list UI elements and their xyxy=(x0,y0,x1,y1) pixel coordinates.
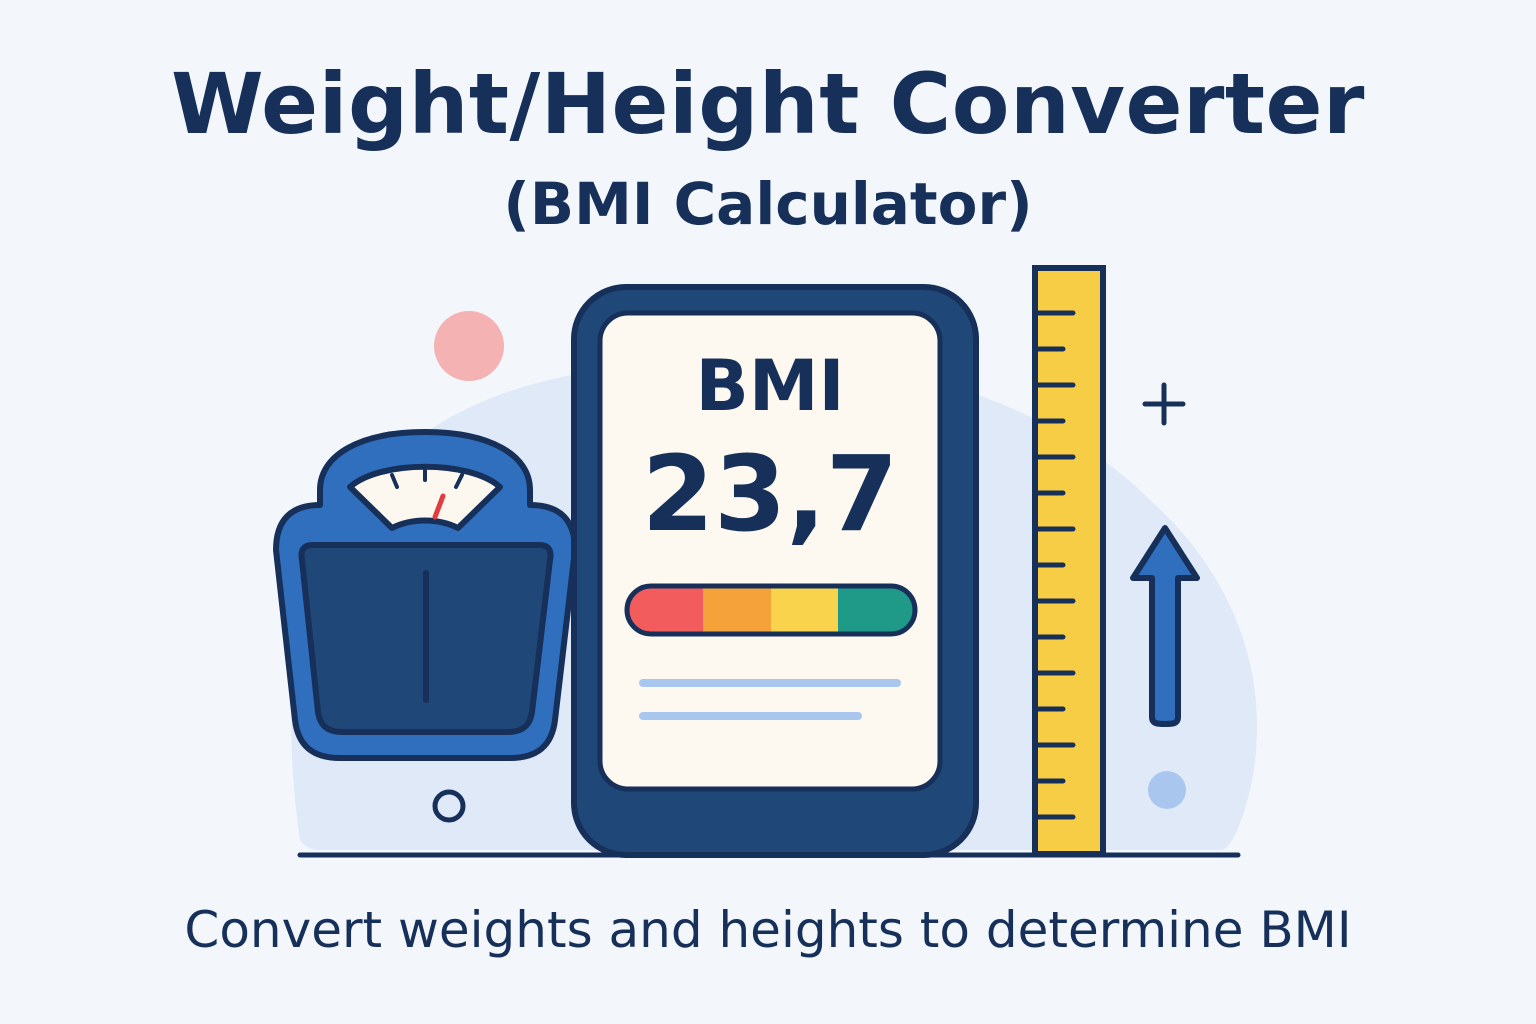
decorative-pink-dot xyxy=(434,311,504,381)
bmi-value: 23,7 xyxy=(642,433,899,555)
decorative-blue-dot xyxy=(1148,771,1186,809)
scale-segment-yellow xyxy=(771,586,838,634)
bmi-label: BMI xyxy=(695,345,844,427)
bmi-device: BMI 23,7 xyxy=(571,284,979,858)
plus-icon xyxy=(1142,382,1186,426)
page-subtitle: (BMI Calculator) xyxy=(503,170,1033,238)
arrow-up-icon xyxy=(1130,525,1200,727)
scale-segment-red xyxy=(627,586,703,634)
bathroom-scale-icon xyxy=(273,429,578,761)
page-title: Weight/Height Converter xyxy=(171,55,1365,153)
bmi-color-scale xyxy=(624,583,918,637)
scale-segment-green xyxy=(838,586,915,634)
decorative-ring xyxy=(432,789,466,823)
scale-segment-orange xyxy=(703,586,771,634)
caption: Convert weights and heights to determine… xyxy=(184,901,1352,959)
ruler-icon xyxy=(1032,265,1106,857)
